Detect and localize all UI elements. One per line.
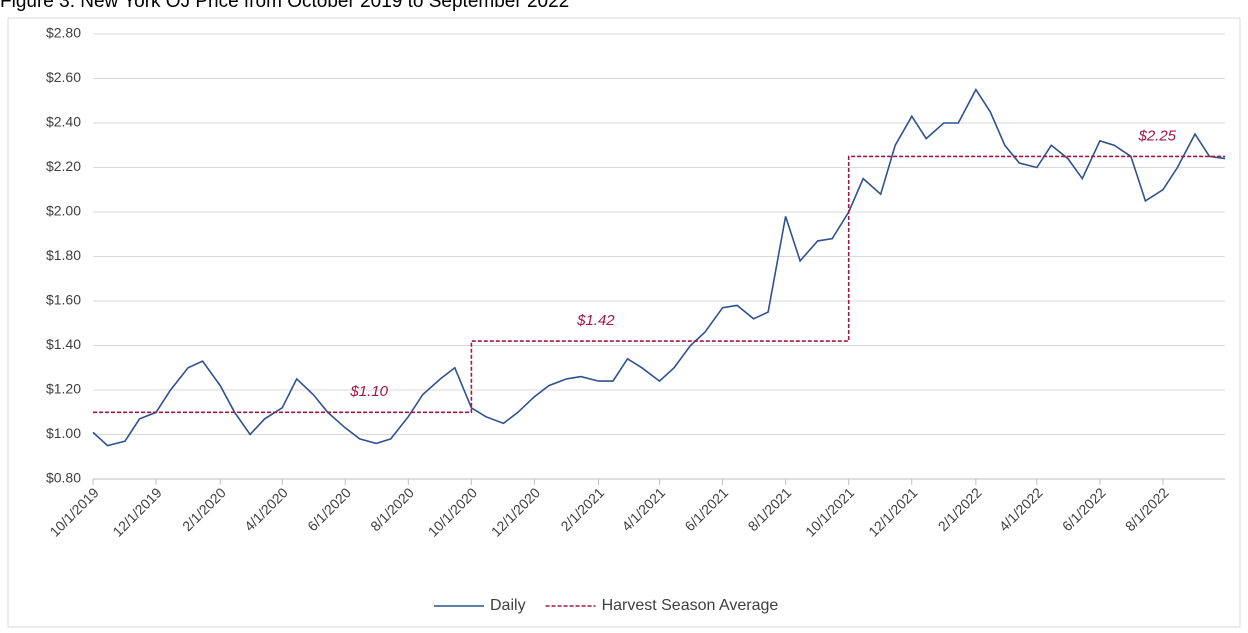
chart-title: Figure 3. New York OJ Price from October… — [0, 0, 569, 12]
y-tick-label: $2.00 — [46, 203, 81, 219]
x-tick-label: 12/1/2020 — [488, 484, 544, 540]
y-tick-label: $2.20 — [46, 158, 81, 174]
y-tick-label: $1.80 — [46, 247, 81, 263]
data-label: $1.10 — [349, 383, 388, 400]
x-tick-label: 2/1/2022 — [935, 484, 985, 534]
y-tick-label: $1.40 — [46, 336, 81, 352]
series-line — [93, 155, 1225, 414]
x-tick-label: 6/1/2020 — [304, 484, 354, 534]
x-tick-label: 4/1/2022 — [996, 484, 1046, 534]
y-tick-label: $1.00 — [46, 425, 81, 441]
y-tick-label: $1.60 — [46, 292, 81, 308]
y-tick-label: $0.80 — [46, 470, 81, 486]
x-tick-label: 8/1/2021 — [745, 484, 795, 534]
x-tick-label: 8/1/2020 — [367, 484, 417, 534]
x-tick-label: 10/1/2020 — [425, 484, 481, 540]
y-tick-label: $2.40 — [46, 114, 81, 130]
chart-border — [7, 17, 1241, 628]
y-tick-label: $1.20 — [46, 381, 81, 397]
legend-label: Daily — [490, 597, 526, 614]
x-tick-label: 10/1/2019 — [46, 484, 102, 540]
x-tick-label: 10/1/2021 — [802, 484, 858, 540]
x-tick-label: 4/1/2021 — [618, 484, 668, 534]
data-label: $2.25 — [1137, 127, 1176, 144]
series-line — [92, 88, 1226, 447]
x-tick-label: 4/1/2020 — [241, 484, 291, 534]
x-tick-label: 2/1/2021 — [557, 484, 607, 534]
x-tick-label: 8/1/2022 — [1122, 484, 1172, 534]
y-tick-label: $2.80 — [46, 25, 81, 41]
legend-label: Harvest Season Average — [602, 597, 779, 614]
x-tick-label: 6/1/2022 — [1059, 484, 1109, 534]
x-tick-label: 12/1/2019 — [109, 484, 165, 540]
x-tick-label: 12/1/2021 — [865, 484, 921, 540]
x-tick-label: 6/1/2021 — [681, 484, 731, 534]
data-label: $1.42 — [576, 312, 615, 329]
x-tick-label: 2/1/2020 — [179, 484, 229, 534]
y-tick-label: $2.60 — [46, 69, 81, 85]
